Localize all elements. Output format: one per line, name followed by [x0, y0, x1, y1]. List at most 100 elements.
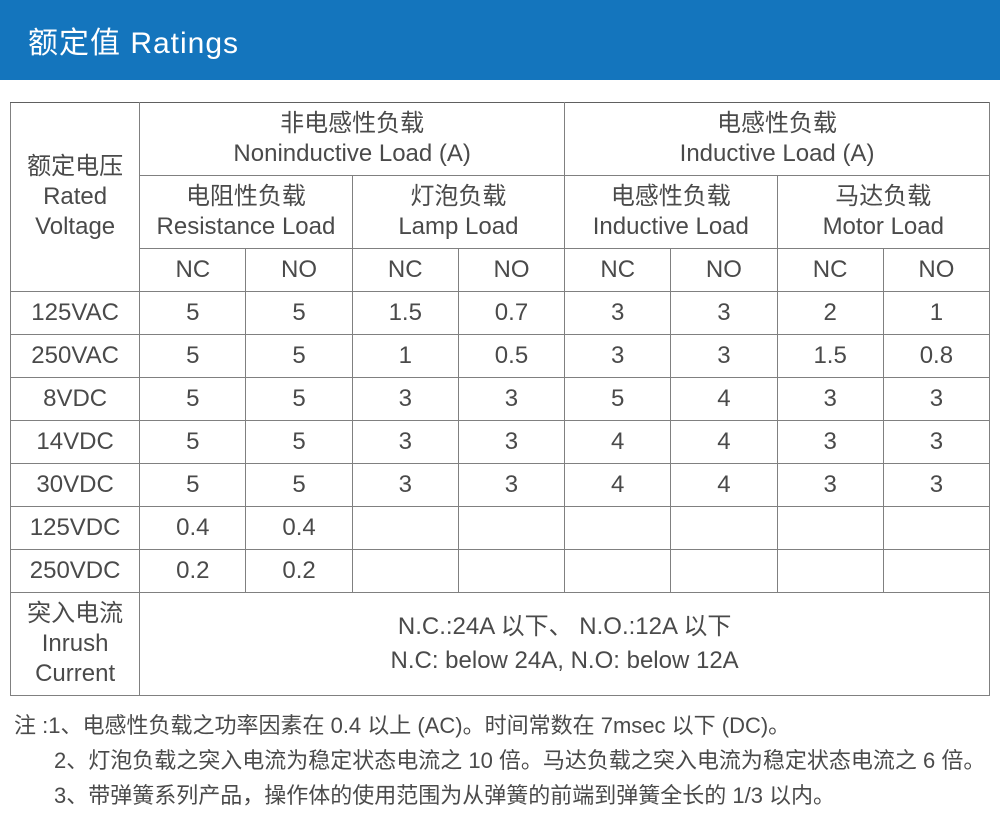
lamp-load-header: 灯泡负载 Lamp Load	[352, 176, 564, 249]
data-cell: 0.7	[458, 292, 564, 335]
data-cell: 5	[140, 335, 246, 378]
data-cell: 2	[777, 292, 883, 335]
header-row-1: 额定电压RatedVoltage 非电感性负载 Noninductive Loa…	[11, 103, 990, 176]
row-voltage-label: 30VDC	[11, 464, 140, 507]
ncno-header: NO	[458, 249, 564, 292]
data-cell: 1	[883, 292, 989, 335]
data-cell	[671, 507, 777, 550]
table-row: 30VDC55334433	[11, 464, 990, 507]
data-cell: 5	[140, 464, 246, 507]
notes-section: 注 :1、电感性负载之功率因素在 0.4 以上 (AC)。时间常数在 7msec…	[0, 696, 1000, 832]
data-cell: 1.5	[777, 335, 883, 378]
table-row: 125VDC0.40.4	[11, 507, 990, 550]
data-cell: 3	[777, 464, 883, 507]
data-cell: 0.2	[140, 550, 246, 593]
data-cell	[777, 507, 883, 550]
data-cell: 0.4	[246, 507, 352, 550]
note-line: 注 :1、电感性负载之功率因素在 0.4 以上 (AC)。时间常数在 7msec…	[14, 708, 986, 743]
row-voltage-label: 8VDC	[11, 378, 140, 421]
data-cell: 3	[458, 378, 564, 421]
resistance-cn: 电阻性负载	[186, 183, 306, 210]
ncno-header: NO	[883, 249, 989, 292]
ncno-header: NC	[140, 249, 246, 292]
indload-en: Inductive Load	[593, 213, 749, 240]
data-cell: 5	[140, 378, 246, 421]
data-cell: 4	[565, 421, 671, 464]
data-cell: 5	[246, 335, 352, 378]
data-cell: 3	[565, 335, 671, 378]
data-cell: 0.2	[246, 550, 352, 593]
data-cell	[883, 550, 989, 593]
inductive-en: Inductive Load (A)	[680, 140, 875, 167]
data-cell: 3	[352, 378, 458, 421]
inductive-load-header: 电感性负载 Inductive Load	[565, 176, 777, 249]
data-cell	[458, 550, 564, 593]
data-cell: 3	[671, 335, 777, 378]
ncno-header: NC	[565, 249, 671, 292]
note-2: 2、灯泡负载之突入电流为稳定状态电流之 10 倍。马达负载之突入电流为稳定状态电…	[14, 743, 986, 778]
row-voltage-label: 14VDC	[11, 421, 140, 464]
data-cell: 3	[777, 421, 883, 464]
data-cell: 5	[140, 292, 246, 335]
rated-voltage-header: 额定电压RatedVoltage	[11, 103, 140, 292]
data-cell: 5	[246, 421, 352, 464]
table-row: 250VAC5510.5331.50.8	[11, 335, 990, 378]
data-cell: 3	[352, 421, 458, 464]
resistance-load-header: 电阻性负载 Resistance Load	[140, 176, 352, 249]
inrush-line2: N.C: below 24A, N.O: below 12A	[391, 647, 739, 674]
data-cell: 3	[883, 464, 989, 507]
noninductive-en: Noninductive Load (A)	[233, 140, 470, 167]
data-cell: 3	[458, 421, 564, 464]
motor-en: Motor Load	[823, 213, 944, 240]
data-cell: 0.5	[458, 335, 564, 378]
data-cell: 3	[352, 464, 458, 507]
data-cell: 5	[246, 378, 352, 421]
data-cell: 0.4	[140, 507, 246, 550]
rated-voltage-cn: 额定电压RatedVoltage	[27, 153, 123, 240]
data-cell: 4	[671, 464, 777, 507]
header-row-3: NC NO NC NO NC NO NC NO	[11, 249, 990, 292]
motor-cn: 马达负载	[835, 183, 931, 210]
ncno-header: NO	[246, 249, 352, 292]
note-1: 1、电感性负载之功率因素在 0.4 以上 (AC)。时间常数在 7msec 以下…	[48, 713, 790, 738]
ratings-table: 额定电压RatedVoltage 非电感性负载 Noninductive Loa…	[10, 102, 990, 696]
section-header: 额定值 Ratings	[0, 0, 1000, 80]
data-cell: 1.5	[352, 292, 458, 335]
data-cell: 4	[671, 421, 777, 464]
indload-cn: 电感性负载	[611, 183, 731, 210]
inrush-line1: N.C.:24A 以下、 N.O.:12A 以下	[398, 613, 731, 640]
motor-load-header: 马达负载 Motor Load	[777, 176, 989, 249]
noninductive-header: 非电感性负载 Noninductive Load (A)	[140, 103, 565, 176]
row-voltage-label: 125VDC	[11, 507, 140, 550]
inrush-label-text: 突入电流InrushCurrent	[27, 600, 123, 687]
data-cell: 3	[671, 292, 777, 335]
inductive-cn: 电感性负载	[717, 110, 837, 137]
row-voltage-label: 250VAC	[11, 335, 140, 378]
inrush-row: 突入电流InrushCurrent N.C.:24A 以下、 N.O.:12A …	[11, 593, 990, 696]
note-3: 3、带弹簧系列产品，操作体的使用范围为从弹簧的前端到弹簧全长的 1/3 以内。	[14, 778, 986, 813]
inductive-header: 电感性负载 Inductive Load (A)	[565, 103, 990, 176]
section-title: 额定值 Ratings	[28, 27, 239, 60]
table-row: 250VDC0.20.2	[11, 550, 990, 593]
ncno-header: NC	[777, 249, 883, 292]
data-cell: 5	[246, 292, 352, 335]
data-cell	[671, 550, 777, 593]
data-cell: 5	[565, 378, 671, 421]
data-cell: 0.8	[883, 335, 989, 378]
data-cell: 3	[458, 464, 564, 507]
data-cell	[458, 507, 564, 550]
inrush-label: 突入电流InrushCurrent	[11, 593, 140, 696]
data-cell: 1	[352, 335, 458, 378]
inrush-value: N.C.:24A 以下、 N.O.:12A 以下 N.C: below 24A,…	[140, 593, 990, 696]
data-cell	[883, 507, 989, 550]
ncno-header: NO	[671, 249, 777, 292]
notes-prefix: 注 :	[14, 713, 48, 738]
header-row-2: 电阻性负载 Resistance Load 灯泡负载 Lamp Load 电感性…	[11, 176, 990, 249]
data-cell	[352, 550, 458, 593]
table-row: 125VAC551.50.73321	[11, 292, 990, 335]
resistance-en: Resistance Load	[157, 213, 336, 240]
data-cell: 3	[777, 378, 883, 421]
data-cell	[352, 507, 458, 550]
data-cell: 3	[565, 292, 671, 335]
lamp-en: Lamp Load	[398, 213, 518, 240]
